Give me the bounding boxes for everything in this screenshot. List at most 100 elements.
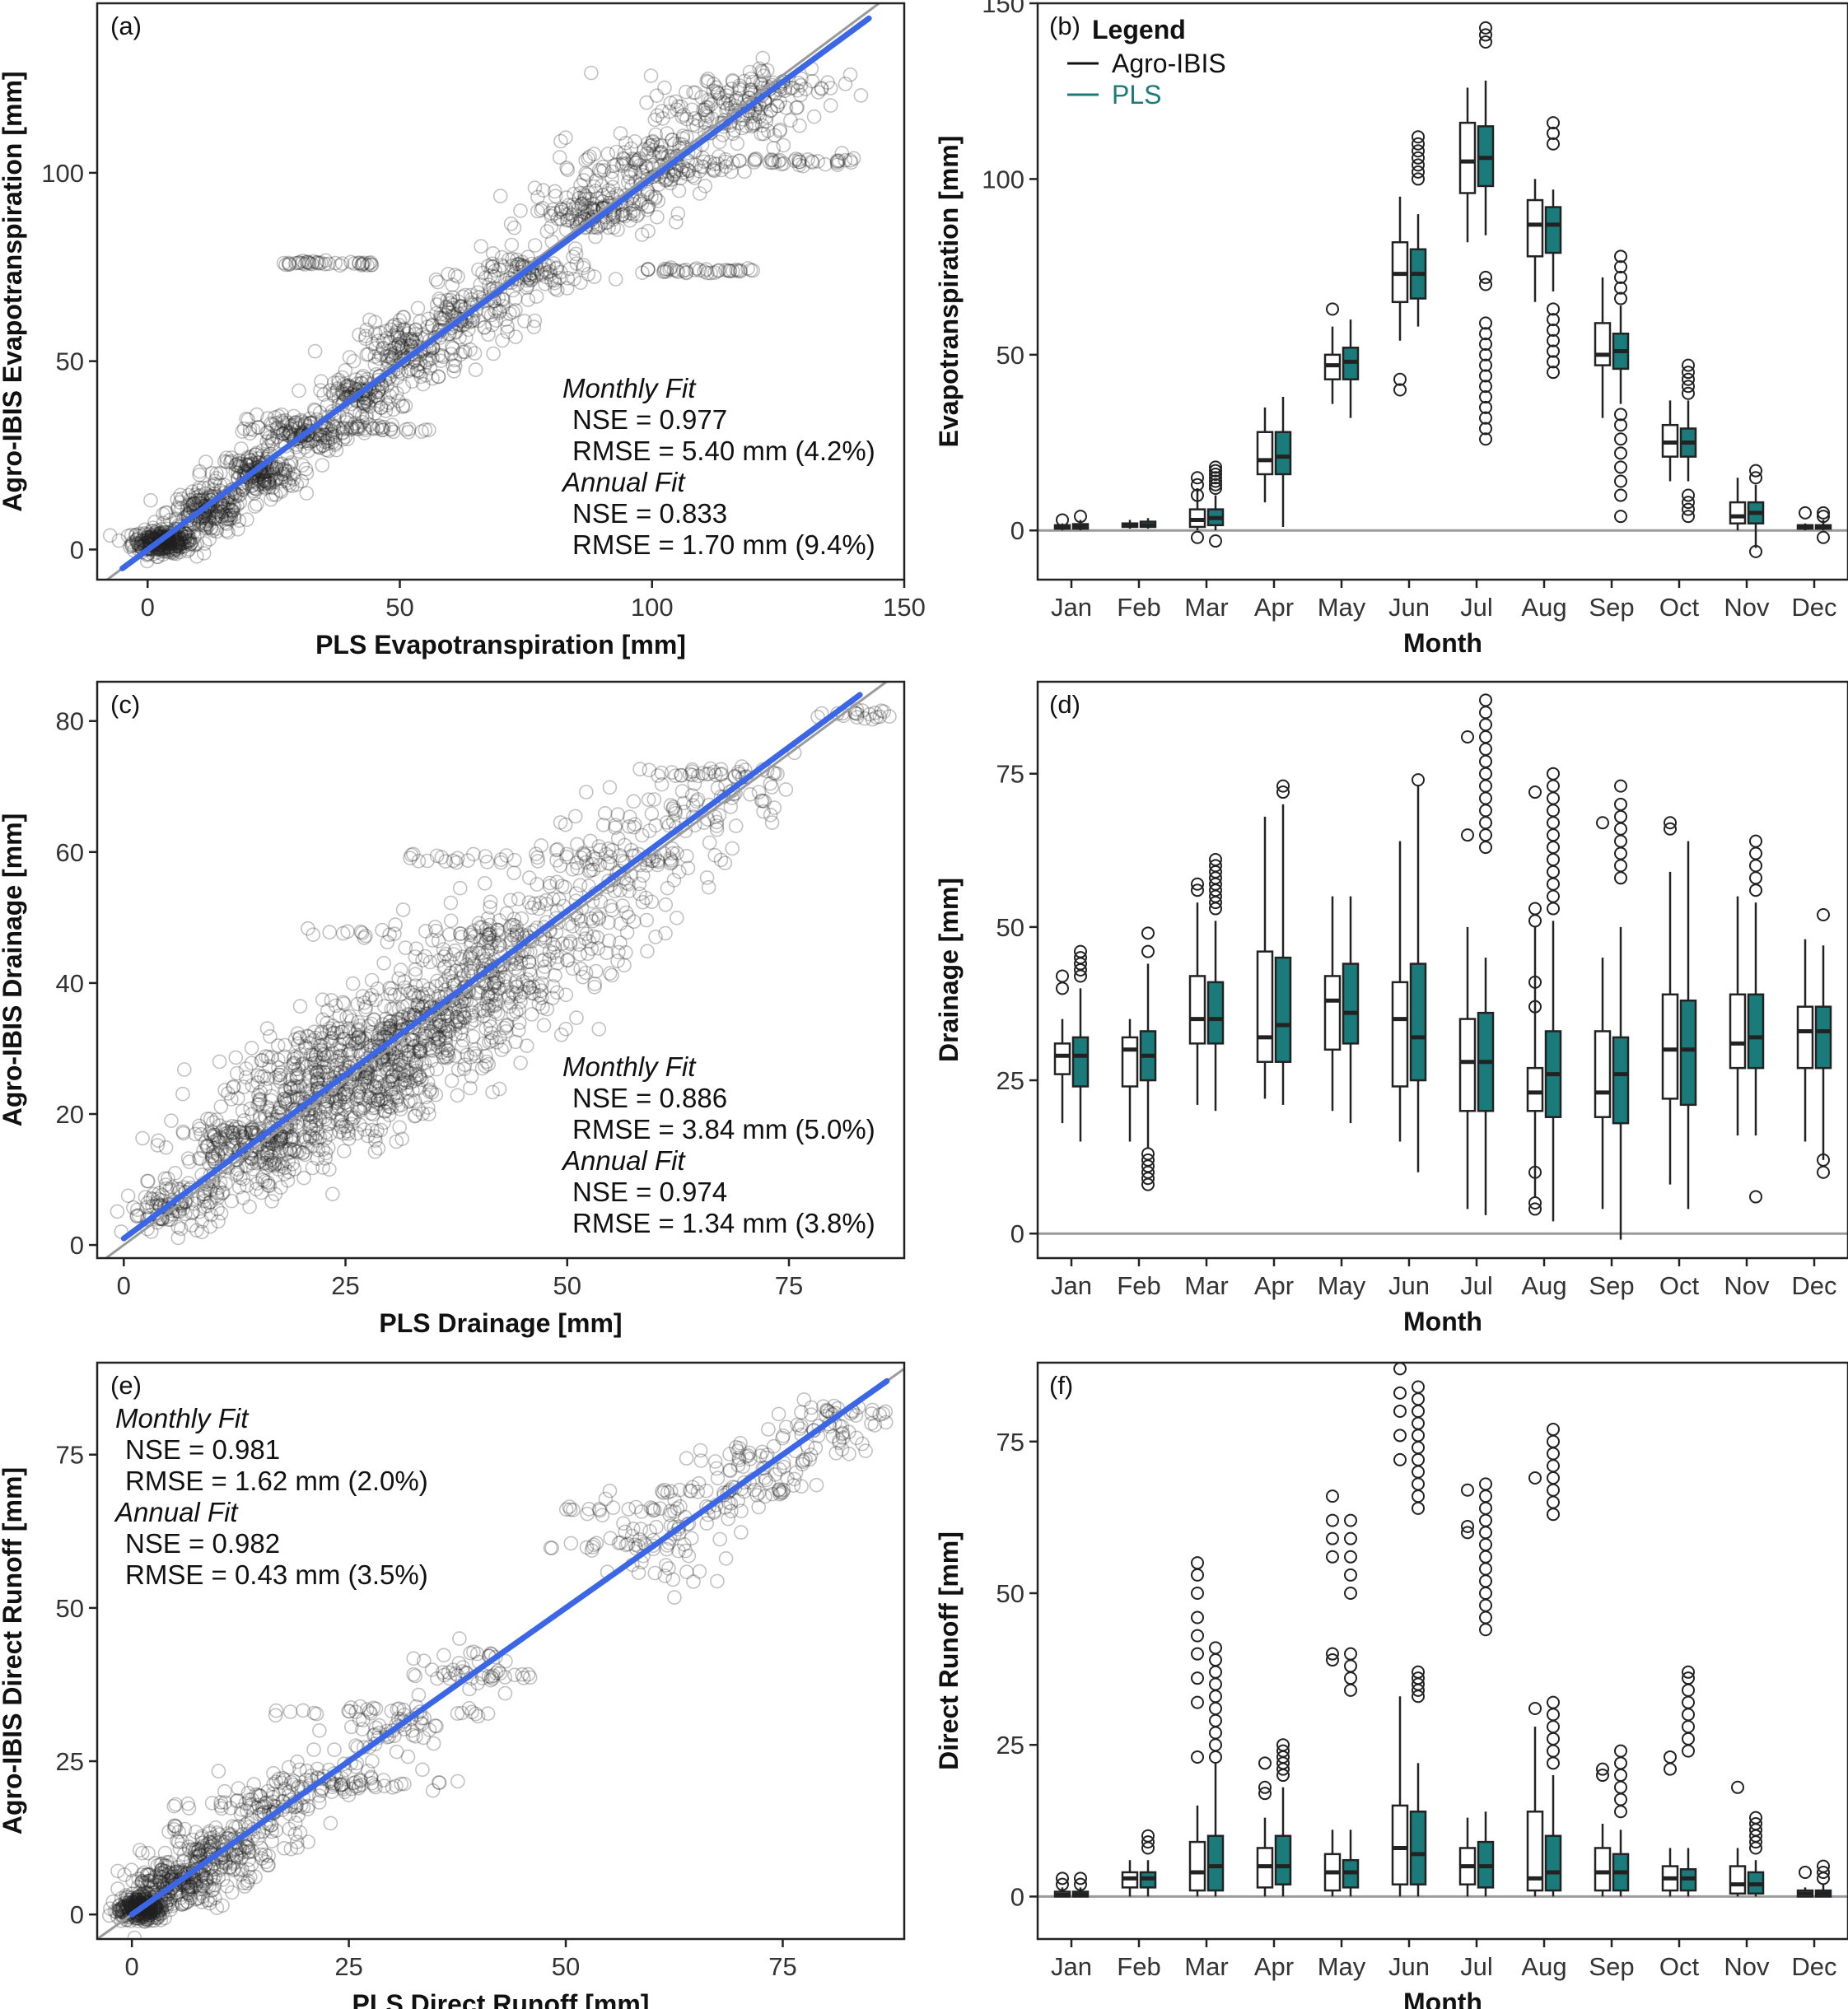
scatter-point bbox=[381, 395, 396, 411]
scatter-point bbox=[192, 1118, 207, 1134]
scatter-point bbox=[520, 273, 534, 288]
scatter-point bbox=[219, 516, 235, 532]
scatter-point bbox=[265, 480, 281, 496]
scatter-point bbox=[358, 331, 373, 347]
scatter-point bbox=[559, 212, 575, 228]
scatter-point bbox=[654, 104, 670, 119]
scatter-point bbox=[513, 1056, 528, 1070]
scatter-point bbox=[445, 290, 460, 305]
scatter-point bbox=[183, 536, 198, 552]
scatter-point bbox=[618, 135, 633, 151]
scatter-point bbox=[205, 523, 221, 538]
scatter-point bbox=[371, 397, 386, 413]
identity-line bbox=[104, 682, 889, 1258]
scatter-point bbox=[752, 61, 768, 77]
scatter-point bbox=[354, 258, 370, 273]
scatter-point bbox=[567, 186, 581, 202]
scatter-point bbox=[450, 269, 465, 284]
scatter-point bbox=[406, 347, 421, 362]
scatter-point bbox=[350, 420, 366, 435]
scatter-point bbox=[242, 1199, 257, 1214]
scatter-point bbox=[743, 786, 758, 802]
scatter-point bbox=[544, 273, 559, 288]
scatter-point bbox=[201, 480, 217, 495]
scatter-point bbox=[410, 301, 426, 316]
scatter-point bbox=[650, 137, 665, 152]
scatter-point bbox=[445, 316, 460, 332]
scatter-point bbox=[198, 486, 213, 501]
scatter-point bbox=[155, 531, 170, 547]
scatter-point bbox=[639, 912, 655, 928]
box-outlier bbox=[1547, 902, 1560, 916]
scatter-point bbox=[243, 453, 258, 468]
scatter-point bbox=[232, 495, 248, 510]
scatter-point bbox=[366, 421, 381, 436]
fit-stat-monthly-head: Monthly Fit bbox=[562, 373, 697, 403]
scatter-point bbox=[310, 254, 325, 270]
scatter-point bbox=[345, 976, 361, 991]
scatter-point bbox=[581, 267, 596, 282]
scatter-point bbox=[417, 359, 432, 374]
scatter-point bbox=[374, 400, 389, 416]
scatter-point bbox=[755, 65, 771, 80]
scatter-point bbox=[185, 508, 201, 524]
scatter-point bbox=[170, 531, 185, 547]
scatter-point bbox=[287, 416, 303, 431]
scatter-point bbox=[698, 102, 712, 118]
scatter-point bbox=[413, 314, 428, 329]
scatter-point bbox=[408, 327, 422, 342]
scatter-point bbox=[348, 388, 363, 403]
scatter-point bbox=[352, 327, 366, 343]
scatter-point bbox=[623, 141, 639, 156]
scatter-point bbox=[342, 350, 357, 365]
scatter-point bbox=[196, 1189, 212, 1205]
scatter-point bbox=[763, 104, 778, 119]
scatter-point bbox=[213, 1205, 229, 1221]
scatter-point bbox=[137, 525, 152, 541]
scatter-point bbox=[414, 327, 430, 343]
box-outlier bbox=[1209, 482, 1222, 496]
scatter-point bbox=[142, 541, 157, 557]
scatter-point bbox=[728, 818, 744, 833]
scatter-point bbox=[548, 261, 564, 277]
box-body bbox=[1661, 993, 1679, 1100]
scatter-point bbox=[608, 272, 623, 287]
scatter-point bbox=[156, 529, 171, 544]
scatter-point bbox=[591, 1022, 607, 1037]
scatter-point bbox=[309, 255, 324, 271]
scatter-point bbox=[259, 434, 274, 450]
scatter-point bbox=[140, 1196, 155, 1210]
scatter-point bbox=[614, 207, 629, 223]
scatter-point bbox=[363, 254, 378, 270]
scatter-point bbox=[167, 534, 183, 548]
scatter-point bbox=[446, 297, 461, 313]
scatter-point bbox=[485, 245, 501, 261]
scatter-point bbox=[159, 529, 174, 545]
box-outlier bbox=[1412, 130, 1425, 144]
scatter-point bbox=[310, 439, 325, 454]
scatter-point bbox=[640, 944, 655, 959]
scatter-point bbox=[182, 1154, 197, 1169]
scatter-point bbox=[526, 268, 542, 283]
scatter-point bbox=[359, 322, 375, 338]
scatter-point bbox=[367, 326, 383, 341]
scatter-point bbox=[214, 504, 229, 519]
scatter-point bbox=[579, 191, 595, 206]
scatter-point bbox=[403, 331, 418, 347]
scatter-point bbox=[596, 163, 612, 178]
scatter-point bbox=[228, 457, 244, 473]
scatter-point bbox=[313, 255, 329, 271]
scatter-point bbox=[263, 416, 278, 431]
scatter-point bbox=[223, 502, 239, 517]
scatter-point bbox=[485, 256, 500, 272]
scatter-point bbox=[120, 529, 136, 543]
scatter-point bbox=[124, 527, 139, 543]
series-pls bbox=[1071, 693, 1832, 1240]
scatter-point bbox=[481, 305, 496, 320]
scatter-point bbox=[564, 207, 580, 222]
scatter-point bbox=[315, 458, 330, 473]
scatter-point bbox=[264, 463, 280, 478]
scatter-point bbox=[553, 204, 569, 220]
scatter-point bbox=[224, 450, 240, 465]
box-outlier bbox=[1614, 260, 1627, 274]
